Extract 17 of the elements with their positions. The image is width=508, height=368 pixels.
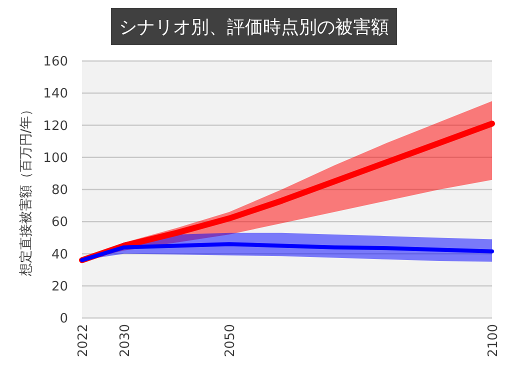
- title: シナリオ別、評価時点別の被害額: [111, 8, 397, 45]
- y-tick-label: 120: [43, 118, 68, 134]
- x-tick-label: 2100: [486, 324, 501, 358]
- x-tick-label: 2022: [76, 324, 91, 358]
- y-tick-label: 100: [43, 150, 68, 166]
- y-axis-title: 想定直接被害額（百万円/年）: [18, 102, 34, 278]
- y-tick-label: 80: [51, 183, 68, 198]
- y-tick-label: 20: [51, 279, 68, 294]
- x-tick-label: 2030: [118, 324, 134, 358]
- y-tick-label: 60: [51, 215, 68, 230]
- chart-title: シナリオ別、評価時点別の被害額: [119, 17, 389, 38]
- y-tick-label: 0: [60, 312, 68, 326]
- x-tick-label: 2050: [223, 324, 238, 358]
- y-tick-label: 160: [43, 54, 68, 70]
- y-tick-label: 140: [43, 86, 68, 102]
- line-series: [80, 242, 494, 262]
- y-tick-label: 40: [51, 247, 68, 262]
